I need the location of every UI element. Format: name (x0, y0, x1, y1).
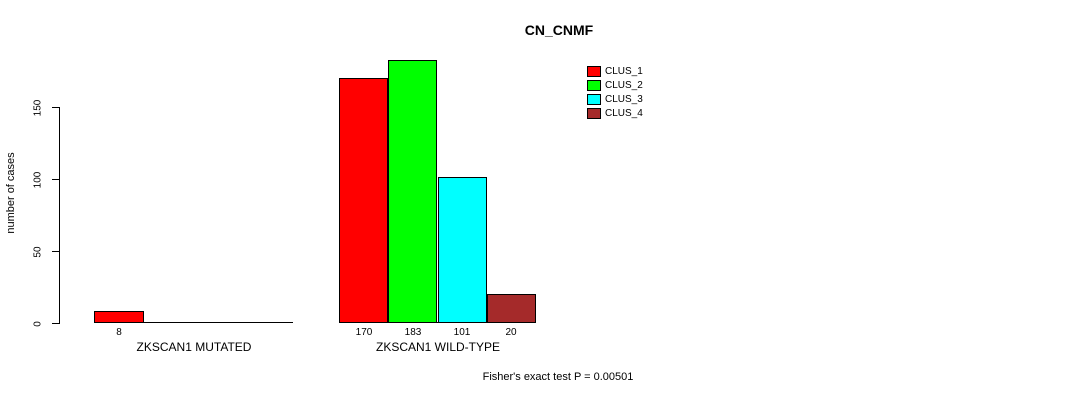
bar-clus_3-wild-type (438, 177, 487, 323)
bar-value-label: 101 (453, 327, 471, 338)
legend-label: CLUS_2 (605, 79, 643, 91)
legend-row-clus_2: CLUS_2 (587, 78, 643, 92)
bar-clus_1-wild-type (339, 78, 388, 323)
bar-value-label: 20 (505, 327, 517, 338)
y-axis-tick (52, 107, 59, 108)
bar-value-label: 8 (116, 327, 122, 338)
chart-title: CN_CNMF (524, 22, 594, 38)
y-axis-tick (52, 323, 59, 324)
group-baseline (94, 322, 293, 323)
legend-label: CLUS_3 (605, 93, 643, 105)
bar-clus_2-wild-type (388, 60, 437, 323)
bar-clus_1-mutated (94, 311, 144, 323)
y-axis-tick-label: 50 (32, 245, 44, 258)
legend-swatch-clus_4 (587, 107, 601, 119)
bar-clus_4-wild-type (487, 294, 536, 323)
footnote-fisher-test: Fisher's exact test P = 0.00501 (482, 371, 634, 383)
legend: CLUS_1 CLUS_2 CLUS_3 CLUS_4 (587, 64, 643, 120)
legend-row-clus_1: CLUS_1 (587, 64, 643, 78)
y-axis-tick (52, 179, 59, 180)
x-axis-group-label: ZKSCAN1 WILD-TYPE (375, 340, 501, 354)
y-axis-tick (52, 251, 59, 252)
legend-swatch-clus_2 (587, 79, 601, 91)
legend-swatch-clus_3 (587, 93, 601, 105)
y-axis-tick-label: 150 (32, 99, 44, 116)
bar-value-label: 183 (404, 327, 422, 338)
x-axis-group-label: ZKSCAN1 MUTATED (136, 340, 252, 354)
legend-row-clus_4: CLUS_4 (587, 106, 643, 120)
bar-value-label: 170 (355, 327, 373, 338)
y-axis-tick-label: 0 (32, 320, 44, 327)
y-axis-tick-label: 100 (32, 171, 44, 188)
legend-label: CLUS_1 (605, 65, 643, 77)
y-axis-line (59, 107, 60, 324)
legend-row-clus_3: CLUS_3 (587, 92, 643, 106)
group-baseline (339, 322, 536, 323)
legend-label: CLUS_4 (605, 107, 643, 119)
legend-swatch-clus_1 (587, 65, 601, 77)
